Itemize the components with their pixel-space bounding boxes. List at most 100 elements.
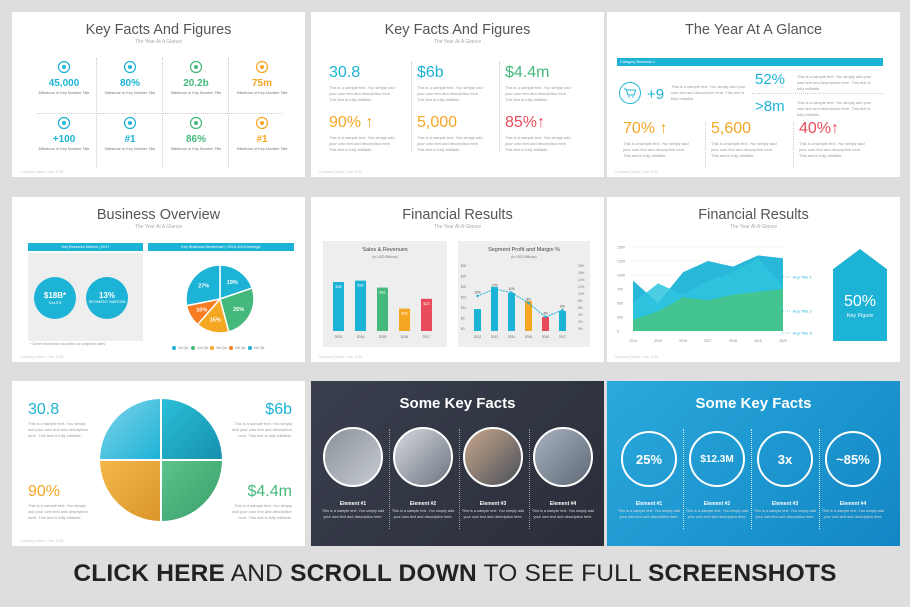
- fact-value: 30.8: [28, 401, 60, 418]
- x-tick: 2014: [508, 335, 516, 339]
- cart-icon: [619, 82, 641, 104]
- photo-circle: [323, 427, 383, 487]
- fact-value: $6b: [417, 64, 444, 81]
- margin-point: [493, 287, 496, 291]
- y2-tick: 0%: [578, 327, 583, 331]
- element-title: Element #3: [771, 501, 799, 507]
- element-desc: This is a sample text. You simply add yo…: [753, 509, 817, 519]
- slide-business-overview[interactable]: Business Overview The Year At A Glance K…: [12, 197, 305, 362]
- margin-label: 4%: [543, 312, 548, 316]
- slide-footer: Company Name • Mar 2018: [20, 355, 64, 359]
- kpi-text: This is a sample text. You simply add yo…: [671, 84, 746, 101]
- fact-value: $4.4m: [247, 483, 292, 500]
- fact-value: $6b: [265, 401, 292, 418]
- area-series: [633, 289, 783, 331]
- slide-year-at-glance[interactable]: The Year At A Glance Category Business 1…: [607, 12, 900, 177]
- slide-financial-bars[interactable]: Financial Results The Year At A Glance S…: [311, 197, 604, 362]
- legend-item: 5th Qtr: [248, 346, 265, 351]
- y2-tick: 8%: [578, 299, 583, 303]
- bar-label: $16: [401, 312, 407, 316]
- x-tick: 2017: [423, 335, 431, 339]
- network-icon: [55, 114, 73, 132]
- slide-title: Key Facts And Figures: [384, 22, 531, 38]
- x-tick: 2019: [754, 339, 762, 343]
- fact-value: 86%: [185, 134, 206, 145]
- slide-financial-area[interactable]: Financial Results The Year At A Glance 1…: [607, 197, 900, 362]
- kpi-52: 52%: [755, 71, 786, 88]
- pie-label: 19%: [227, 280, 238, 286]
- margin-point: [476, 294, 479, 298]
- bar: [355, 280, 366, 331]
- y-tick: $15: [461, 296, 467, 300]
- fact-text: This is a sample text. You simply add yo…: [505, 85, 571, 102]
- slide-key-facts-values[interactable]: Some Key Facts 25% Element #1 This is a sa…: [607, 381, 900, 546]
- fact-label: Milestone or Key Number Title: [236, 147, 288, 151]
- margin-label: 12%: [491, 284, 498, 288]
- fact-value: 5,600: [711, 120, 752, 137]
- y2-tick: 10%: [578, 292, 585, 296]
- x-tick: 2017: [559, 335, 567, 339]
- y-tick: 750: [617, 288, 623, 292]
- x-tick: 2016: [679, 339, 687, 343]
- fact-value: 70% ↑: [623, 120, 668, 137]
- kpi-label: Key Figure: [846, 313, 874, 319]
- margin-point: [510, 291, 513, 294]
- pie-label: 27%: [198, 284, 209, 290]
- x-tick: 2015: [654, 339, 662, 343]
- slide-footer: Company Name • Mar 2018: [319, 355, 363, 359]
- bar-label: $31: [379, 291, 385, 295]
- x-tick: 2012: [474, 335, 482, 339]
- element-title: Element #3: [479, 501, 507, 507]
- margin-label: 6%: [560, 305, 565, 309]
- pie-slice: [185, 264, 221, 307]
- slide-key-facts-text[interactable]: Key Facts And Figures The Year At A Glan…: [311, 12, 604, 177]
- sales-bar-chart: $35 2013 $36 2014 $31 2015 $16 2016 $23 2017: [333, 280, 432, 339]
- globe-icon: [121, 114, 139, 132]
- fact-label: Milestone or Key Number Title: [104, 91, 156, 95]
- slide-subtitle: The Year At A Glance: [433, 39, 482, 45]
- pie-label: 10%: [196, 308, 207, 314]
- legend-label: Key Title 3: [793, 331, 812, 336]
- badge-icon: [121, 58, 139, 76]
- pie-chart-icon: [187, 114, 205, 132]
- divider: [751, 429, 752, 529]
- x-tick: 2017: [704, 339, 712, 343]
- slide-title: Some Key Facts: [399, 395, 516, 412]
- element-title: Element #4: [839, 501, 867, 507]
- people-icon: [55, 58, 73, 76]
- x-tick: 2015: [379, 335, 387, 339]
- x-tick: 2020: [779, 339, 787, 343]
- fact-value: 90% ↑: [329, 114, 374, 131]
- bar: [508, 293, 515, 331]
- fact-value: #1: [256, 134, 268, 145]
- bar: [491, 287, 498, 331]
- photo-circle: [393, 427, 453, 487]
- x-tick: 2018: [729, 339, 737, 343]
- slide-title: Financial Results: [402, 207, 513, 223]
- fact-label: Milestone or Key Number Title: [38, 91, 90, 95]
- divider: [389, 429, 390, 529]
- bar: [474, 309, 481, 331]
- medal-icon: [253, 114, 271, 132]
- slide-key-facts-icons[interactable]: Key Facts And Figures The Year At A Glan…: [12, 12, 305, 177]
- profit-combo-chart: $30 $25 $20 $15 $10 $5 $0 18% 16% 14% 12% 10% 8% 6% 4%…: [461, 264, 585, 339]
- fact-text: This is a sample text. You simply add yo…: [28, 503, 88, 520]
- slide-photo-circle[interactable]: 30.8 This is a sample text. You simply ad…: [12, 381, 305, 546]
- element-title: Element #1: [339, 501, 367, 507]
- margin-point: [527, 301, 530, 305]
- value-circle: 3x: [757, 431, 813, 487]
- x-tick: 2013: [491, 335, 499, 339]
- slide-title: Business Overview: [96, 207, 221, 223]
- y2-tick: 4%: [578, 313, 583, 317]
- fact-text: This is a sample text. You simply add yo…: [417, 85, 483, 102]
- x-tick: 2016: [401, 335, 409, 339]
- bar: [333, 282, 344, 331]
- margin-circle: 13% SEGMENT MARGIN: [86, 277, 128, 319]
- slide-title: The Year At A Glance: [684, 22, 823, 38]
- bar: [559, 311, 566, 331]
- cta-banner[interactable]: CLICK HERE AND SCROLL DOWN TO SEE FULL S…: [73, 560, 837, 587]
- x-tick: 2016: [542, 335, 550, 339]
- margin-label: 8%: [526, 298, 531, 302]
- slide-key-facts-photos[interactable]: Some Key Facts Element #1 This is a sampl…: [311, 381, 604, 546]
- slide-footer: Company Name • Mar 2018: [615, 170, 659, 174]
